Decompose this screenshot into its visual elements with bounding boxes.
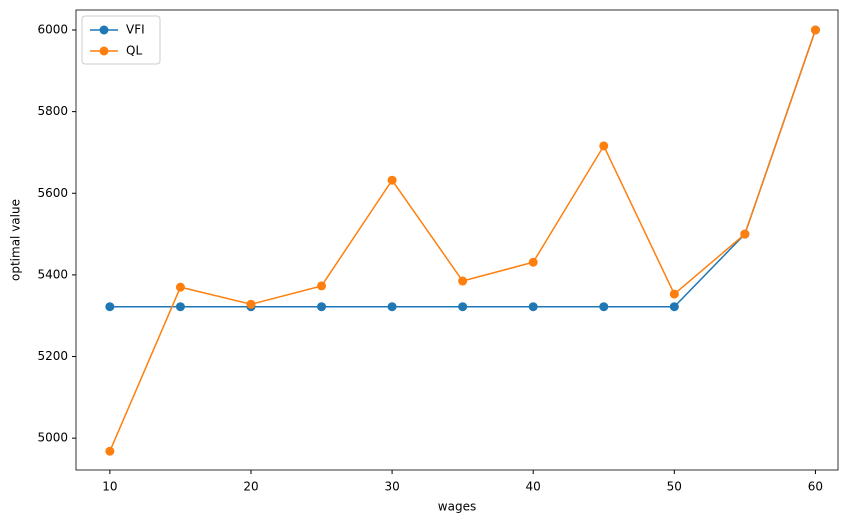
- point: [105, 446, 115, 456]
- point: [599, 141, 609, 151]
- point: [669, 289, 679, 299]
- point: [387, 302, 397, 312]
- point: [458, 302, 468, 312]
- point: [458, 276, 468, 286]
- x-tick-label: 50: [667, 480, 682, 494]
- series-line: [109, 29, 817, 308]
- legend-box: [81, 15, 161, 65]
- y-tick-label: 5400: [37, 267, 68, 281]
- x-tick-label: 40: [526, 480, 541, 494]
- y-tick-label: 5200: [37, 349, 68, 363]
- series-line: [109, 29, 817, 452]
- point: [175, 282, 185, 292]
- plot-frame: [75, 9, 839, 471]
- point: [528, 257, 538, 267]
- x-tick-label: 30: [384, 480, 399, 494]
- x-axis-label: wages: [438, 500, 476, 514]
- x-tick-label: 20: [243, 480, 258, 494]
- y-tick-label: 5000: [37, 431, 68, 445]
- legend-label: VFI: [126, 23, 145, 37]
- point: [246, 299, 256, 309]
- y-tick-label: 5800: [37, 104, 68, 118]
- point: [317, 281, 327, 291]
- point: [669, 302, 679, 312]
- point: [387, 175, 397, 185]
- legend-marker: [99, 25, 109, 35]
- point: [175, 302, 185, 312]
- x-tick-label: 10: [102, 480, 117, 494]
- y-axis-label: optimal value: [9, 199, 23, 281]
- y-tick-label: 5600: [37, 186, 68, 200]
- legend: VFI QL: [81, 15, 161, 65]
- point: [105, 302, 115, 312]
- x-tick-label: 60: [808, 480, 823, 494]
- legend-marker: [99, 46, 109, 56]
- point: [317, 302, 327, 312]
- point: [599, 302, 609, 312]
- point: [810, 25, 820, 35]
- point: [528, 302, 538, 312]
- point: [740, 229, 750, 239]
- y-tick-label: 6000: [37, 23, 68, 37]
- legend-label: QL: [126, 44, 142, 58]
